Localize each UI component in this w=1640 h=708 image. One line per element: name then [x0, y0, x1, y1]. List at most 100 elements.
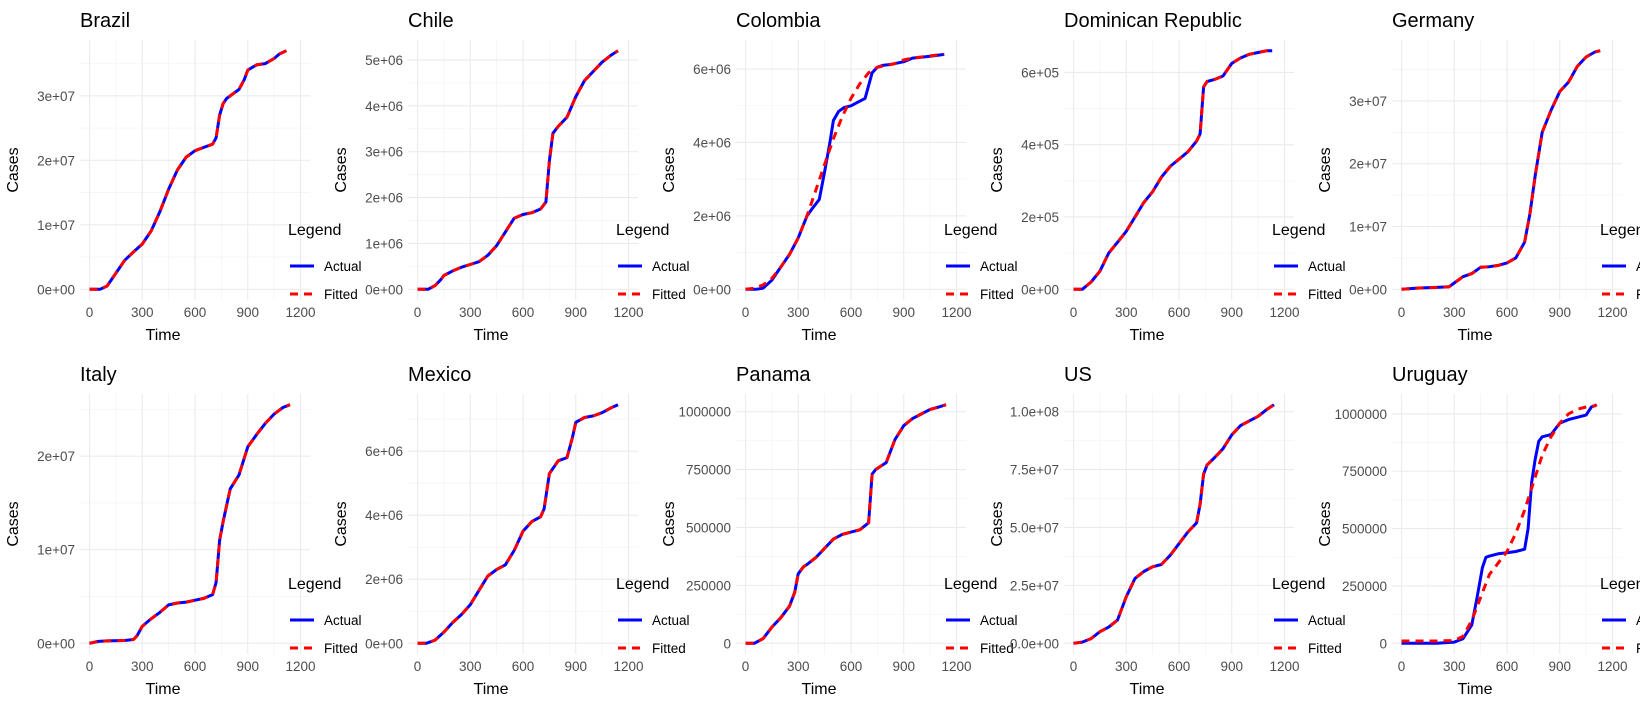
- x-tick-label: 0: [1070, 305, 1078, 320]
- legend-label-actual: Actual: [1636, 613, 1640, 628]
- grid: [408, 40, 638, 300]
- fitted-series-line: [417, 403, 619, 645]
- y-tick-label: 0e+00: [1349, 282, 1387, 297]
- legend: Legend Actual Fitted: [944, 576, 1018, 656]
- grid: [408, 394, 638, 654]
- legend: Legend Actual Fitted: [616, 576, 690, 656]
- actual-series-line: [1401, 403, 1598, 645]
- y-tick-label: 0e+00: [365, 636, 403, 651]
- x-tick-label: 600: [184, 305, 207, 320]
- fitted-series-line: [89, 403, 291, 645]
- panel-title: Germany: [1392, 10, 1474, 32]
- x-tick-label: 0: [414, 305, 422, 320]
- x-tick-label: 600: [1496, 659, 1519, 674]
- y-tick-label: 750000: [1342, 464, 1387, 479]
- legend-title: Legend: [944, 576, 997, 593]
- x-tick-label: 900: [564, 659, 587, 674]
- panel-brazil: 0 300 600 900 1200 0e+00 1e+07 2e+07 3e+07 Brazil…: [5, 10, 362, 344]
- fitted-series-line: [417, 49, 619, 291]
- actual-series-line: [89, 49, 288, 291]
- y-tick-label: 1e+06: [365, 236, 403, 251]
- panel-uruguay: 0 300 600 900 1200 0 250000 500000 750000 1000000…: [1317, 364, 1640, 698]
- x-tick-label: 900: [236, 659, 259, 674]
- grid: [1392, 40, 1622, 300]
- x-tick-label: 0: [86, 305, 94, 320]
- panel-italy: 0 300 600 900 1200 0e+00 1e+07 2e+07 Italy Time Ca…: [5, 364, 362, 698]
- legend-label-actual: Actual: [1636, 259, 1640, 274]
- legend-label-fitted: Fitted: [1636, 287, 1640, 302]
- x-tick-label: 900: [564, 305, 587, 320]
- panel-colombia: 0 300 600 900 1200 0e+00 2e+06 4e+06 6e+06 Colomb…: [661, 10, 1018, 344]
- panel-us: 0 300 600 900 1200 0.0e+00 2.5e+07 5.0e+07 7.5e+…: [989, 364, 1346, 698]
- y-tick-label: 2e+06: [693, 209, 731, 224]
- panel-panama: 0 300 600 900 1200 0 250000 500000 750000 1000000…: [661, 364, 1018, 698]
- legend-title: Legend: [616, 576, 669, 593]
- x-tick-label: 900: [1548, 659, 1571, 674]
- fitted-series-line: [745, 52, 945, 291]
- actual-series-line: [745, 52, 945, 291]
- x-tick-label: 0: [742, 305, 750, 320]
- x-axis-title: Time: [802, 681, 837, 698]
- y-tick-label: 0: [723, 636, 731, 651]
- legend: Legend Actual Fitted: [1600, 576, 1640, 656]
- y-axis-title: Cases: [661, 501, 678, 546]
- y-axis-title: Cases: [333, 147, 350, 192]
- y-tick-label: 0e+00: [693, 282, 731, 297]
- legend: Legend Actual Fitted: [1272, 222, 1346, 302]
- x-axis-title: Time: [1458, 327, 1493, 344]
- legend-label-fitted: Fitted: [1308, 287, 1342, 302]
- panel-chile: 0 300 600 900 1200 0e+00 1e+06 2e+06 3e+06 4e+06 5…: [333, 10, 690, 344]
- x-tick-label: 300: [1115, 659, 1138, 674]
- legend-title: Legend: [944, 222, 997, 239]
- y-tick-label: 2e+06: [365, 572, 403, 587]
- y-tick-label: 2e+07: [1349, 157, 1387, 172]
- fitted-series-line: [89, 49, 288, 291]
- x-tick-label: 900: [892, 659, 915, 674]
- x-tick-label: 1200: [285, 659, 315, 674]
- legend: Legend Actual Fitted: [616, 222, 690, 302]
- x-tick-label: 900: [236, 305, 259, 320]
- x-tick-label: 300: [1443, 659, 1466, 674]
- x-tick-label: 600: [1168, 305, 1191, 320]
- y-tick-label: 500000: [1342, 522, 1387, 537]
- y-tick-label: 1e+07: [37, 218, 75, 233]
- legend-label-fitted: Fitted: [980, 287, 1014, 302]
- y-tick-label: 6e+06: [693, 62, 731, 77]
- x-tick-label: 900: [892, 305, 915, 320]
- y-tick-label: 4e+06: [365, 99, 403, 114]
- legend-label-actual: Actual: [980, 259, 1018, 274]
- grid: [80, 394, 310, 654]
- panel-title: Chile: [408, 10, 454, 32]
- legend-label-fitted: Fitted: [1636, 641, 1640, 656]
- y-tick-label: 250000: [1342, 579, 1387, 594]
- legend: Legend Actual Fitted: [1272, 576, 1346, 656]
- x-axis-title: Time: [474, 327, 509, 344]
- x-tick-label: 300: [1115, 305, 1138, 320]
- x-tick-label: 1200: [1597, 305, 1627, 320]
- y-tick-label: 3e+07: [1349, 94, 1387, 109]
- y-tick-label: 0.0e+00: [1010, 636, 1059, 651]
- x-tick-label: 300: [787, 305, 810, 320]
- x-tick-label: 1200: [613, 305, 643, 320]
- y-tick-label: 2e+06: [365, 191, 403, 206]
- x-tick-label: 0: [1398, 659, 1406, 674]
- x-tick-label: 0: [414, 659, 422, 674]
- x-tick-label: 300: [131, 659, 154, 674]
- panel-dominican-republic: 0 300 600 900 1200 0e+00 2e+05 4e+05 6e+05 Domini…: [989, 10, 1346, 344]
- x-axis-title: Time: [802, 327, 837, 344]
- x-axis-title: Time: [1458, 681, 1493, 698]
- y-tick-label: 250000: [686, 578, 731, 593]
- legend-label-actual: Actual: [1308, 259, 1346, 274]
- y-tick-label: 3e+07: [37, 89, 75, 104]
- legend-label-fitted: Fitted: [980, 641, 1014, 656]
- y-tick-label: 0e+00: [1021, 282, 1059, 297]
- grid: [736, 394, 966, 654]
- y-tick-label: 6e+05: [1021, 65, 1059, 80]
- x-tick-label: 600: [1496, 305, 1519, 320]
- x-tick-label: 300: [787, 659, 810, 674]
- legend-label-fitted: Fitted: [324, 641, 358, 656]
- y-tick-label: 0e+00: [37, 636, 75, 651]
- legend-title: Legend: [1272, 576, 1325, 593]
- y-tick-label: 4e+05: [1021, 138, 1059, 153]
